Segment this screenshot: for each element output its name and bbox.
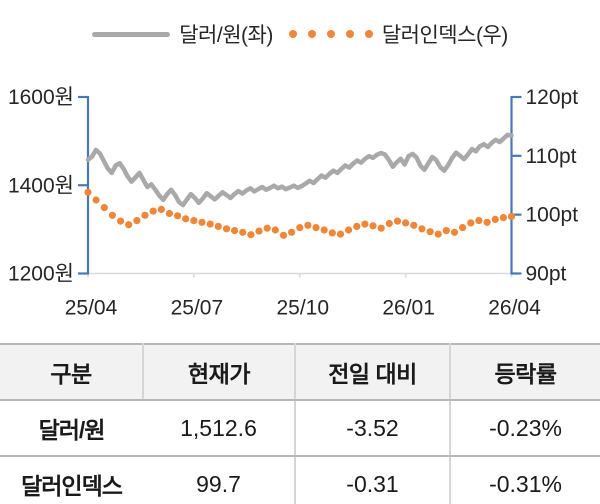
dxy-dot <box>312 224 320 232</box>
dxy-dot <box>328 229 336 237</box>
row-label: 달러/원 <box>0 400 143 457</box>
table-header-cell: 현재가 <box>142 344 295 401</box>
dxy-dot <box>247 231 255 239</box>
dxy-dot <box>165 209 173 218</box>
dxy-dot <box>84 188 92 196</box>
row-label: 달러인덱스 <box>0 456 143 504</box>
table-cell: -0.23% <box>449 400 600 457</box>
dxy-dot <box>499 214 507 222</box>
dxy-dot <box>279 231 288 239</box>
left-tick-label: 1200원 <box>8 263 74 286</box>
dxy-dot <box>198 218 206 226</box>
chart-legend: 달러/원(좌) 달러인덱스(우) <box>0 18 600 50</box>
table-header-cell: 구분 <box>0 344 143 401</box>
dxy-dot <box>459 224 467 232</box>
dxy-dot <box>475 217 483 225</box>
dxy-dot <box>345 226 353 234</box>
dxy-dot <box>108 211 116 219</box>
dual-axis-line-chart: 25/04 25/07 25/10 26/01 26/04 1200원 1400원 1600원… <box>8 86 579 320</box>
dxy-dot <box>426 228 434 236</box>
right-tick-label: 120pt <box>526 86 579 109</box>
x-tick-label: 25/10 <box>276 297 329 320</box>
dxy-dot <box>450 228 459 236</box>
dxy-dot <box>214 222 222 230</box>
dxy-dot <box>157 205 165 213</box>
legend-item-dxy: 달러인덱스(우) <box>288 19 508 49</box>
dxy-dot <box>239 228 247 236</box>
dxy-dot <box>320 226 328 234</box>
dxy-dot <box>507 212 516 220</box>
dxy-dot <box>491 215 499 223</box>
x-tick-label: 25/04 <box>65 297 118 320</box>
dxy-dot <box>418 225 426 233</box>
dxy-dot <box>117 217 125 225</box>
x-tick-label: 26/04 <box>488 297 541 320</box>
dxy-dot <box>402 219 410 227</box>
table-cell: -0.31% <box>449 456 600 504</box>
right-tick-label: 90pt <box>526 263 567 286</box>
legend-label-dxy: 달러인덱스(우) <box>381 24 508 47</box>
dxy-dot <box>174 212 182 220</box>
quote-table: 구분 현재가 전일 대비 등락률 달러/원 1,512.6 -3.52 -0.23% 달러인덱… <box>0 343 600 504</box>
dxy-dot <box>434 230 442 238</box>
dxy-dot <box>385 219 393 228</box>
dxy-dot <box>263 224 271 232</box>
table-cell: -0.31 <box>294 456 450 504</box>
dxy-dot <box>442 227 450 235</box>
dxy-dot <box>483 218 491 226</box>
dxy-dot <box>231 227 239 235</box>
dxy-dot <box>288 228 296 236</box>
legend-item-usdkrw: 달러/원(좌) <box>92 19 273 49</box>
dxy-dot <box>149 207 157 215</box>
dxy-dot <box>92 196 100 204</box>
dxy-dot <box>133 217 141 225</box>
table-header-cell: 전일 대비 <box>294 344 450 401</box>
table-header-cell: 등락률 <box>449 344 600 401</box>
dxy-dot <box>125 221 133 229</box>
right-tick-label: 110pt <box>526 145 577 168</box>
dxy-dot <box>271 226 279 234</box>
dxy-dot <box>222 225 231 233</box>
dxy-dot <box>190 217 198 225</box>
legend-label-usdkrw: 달러/원(좌) <box>179 24 273 47</box>
dxy-dot <box>393 217 402 225</box>
table-cell: 99.7 <box>143 456 295 504</box>
right-tick-label: 100pt <box>526 204 579 227</box>
dxy-dot <box>296 224 304 232</box>
usdkrw-line-swatch <box>92 31 171 37</box>
left-tick-label: 1400원 <box>8 174 74 197</box>
table-cell: 1,512.6 <box>143 400 295 457</box>
dxy-dot <box>467 219 475 227</box>
x-tick-label: 26/01 <box>382 297 435 320</box>
quote-table-head: 구분 현재가 전일 대비 등락률 <box>0 344 600 401</box>
dxy-dot <box>336 230 345 238</box>
quote-table-body: 달러/원 1,512.6 -3.52 -0.23% 달러인덱스 99.7 -0.31 -0.3… <box>0 400 600 504</box>
dxy-dot <box>206 220 214 228</box>
dxy-dot <box>377 224 385 232</box>
left-tick-label: 1600원 <box>8 86 74 109</box>
dxy-dot <box>361 220 369 228</box>
dxy-dots-swatch <box>288 30 373 38</box>
dxy-dot <box>255 227 263 235</box>
x-tick-label: 25/07 <box>171 297 224 320</box>
table-row: 달러인덱스 99.7 -0.31 -0.31% <box>0 456 600 504</box>
table-cell: -3.52 <box>294 400 450 457</box>
dxy-dot <box>369 222 377 230</box>
dxy-dot <box>304 221 312 229</box>
usdkrw-line <box>85 132 514 208</box>
dxy-dot <box>141 211 149 219</box>
dxy-dot <box>182 215 190 223</box>
dxy-dot <box>100 204 108 212</box>
table-row: 달러/원 1,512.6 -3.52 -0.23% <box>0 400 600 457</box>
dxy-dot <box>353 222 361 230</box>
dxy-dot <box>410 221 418 229</box>
